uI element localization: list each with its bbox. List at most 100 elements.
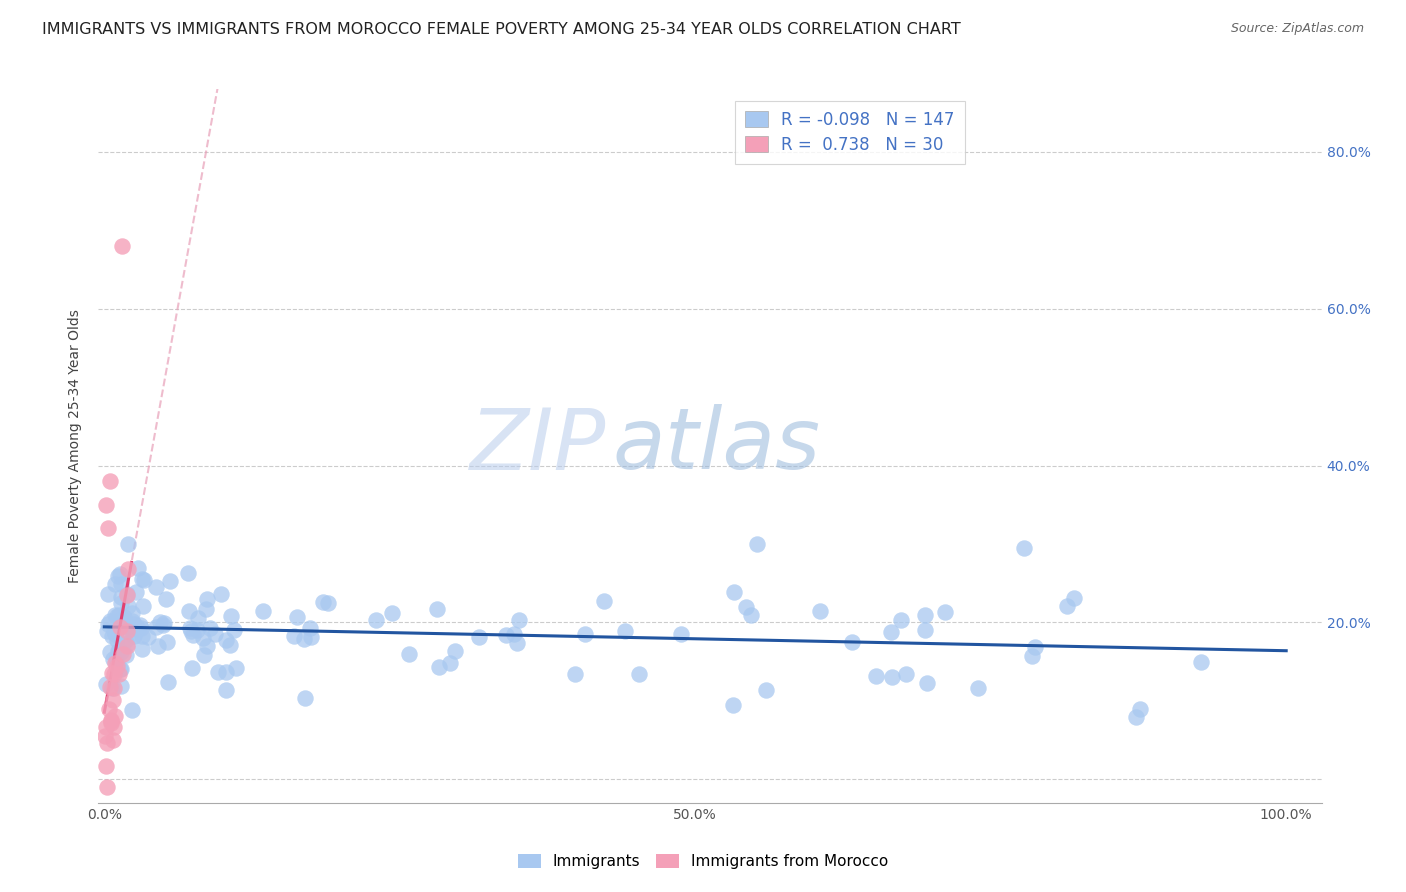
Point [104, 652, 127, 666]
Point [398, 647, 420, 661]
Point [101, 652, 124, 666]
Point [506, 635, 529, 649]
Legend: Immigrants, Immigrants from Morocco: Immigrants, Immigrants from Morocco [512, 848, 894, 875]
Point [613, 624, 636, 638]
Point [112, 609, 135, 624]
Point [104, 657, 127, 671]
Point [145, 580, 167, 594]
Point [747, 537, 769, 551]
Point [97, 616, 120, 631]
Point [381, 606, 404, 620]
Point [131, 572, 153, 586]
Point [145, 619, 167, 633]
Point [191, 632, 214, 646]
Point [152, 616, 174, 631]
Point [94, 720, 117, 734]
Text: IMMIGRANTS VS IMMIGRANTS FROM MOROCCO FEMALE POVERTY AMONG 25-34 YEAR OLDS CORRE: IMMIGRANTS VS IMMIGRANTS FROM MOROCCO FE… [42, 22, 960, 37]
Point [299, 630, 322, 644]
Point [94, 730, 117, 744]
Point [104, 627, 127, 641]
Point [468, 630, 491, 644]
Point [100, 715, 122, 730]
Text: ZIP: ZIP [470, 404, 606, 488]
Point [103, 624, 125, 638]
Point [115, 624, 138, 639]
Point [108, 567, 131, 582]
Point [564, 667, 586, 681]
Point [110, 596, 132, 610]
Point [101, 629, 124, 643]
Point [105, 632, 128, 647]
Y-axis label: Female Poverty Among 25-34 Year Olds: Female Poverty Among 25-34 Year Olds [69, 309, 83, 583]
Point [104, 577, 127, 591]
Point [865, 669, 887, 683]
Point [115, 636, 138, 650]
Point [98, 475, 121, 489]
Point [132, 599, 155, 613]
Point [915, 676, 938, 690]
Point [107, 568, 129, 582]
Point [669, 627, 692, 641]
Point [101, 681, 124, 696]
Point [735, 599, 758, 614]
Point [117, 588, 139, 602]
Point [121, 703, 143, 717]
Point [98, 615, 121, 629]
Point [195, 601, 218, 615]
Point [111, 647, 134, 661]
Point [156, 675, 179, 690]
Point [195, 639, 218, 653]
Point [107, 659, 129, 673]
Point [318, 595, 340, 609]
Point [502, 627, 524, 641]
Point [97, 521, 120, 535]
Point [894, 666, 917, 681]
Point [111, 612, 134, 626]
Point [117, 618, 139, 632]
Point [96, 780, 118, 795]
Point [125, 621, 148, 635]
Point [117, 537, 139, 551]
Point [508, 613, 530, 627]
Point [186, 623, 208, 637]
Point [219, 609, 242, 624]
Point [136, 630, 159, 644]
Point [128, 618, 150, 632]
Point [146, 639, 169, 653]
Point [94, 759, 117, 773]
Point [841, 634, 863, 648]
Point [115, 587, 138, 601]
Point [224, 624, 246, 638]
Point [104, 607, 127, 622]
Point [125, 585, 148, 599]
Point [214, 683, 236, 698]
Point [298, 621, 321, 635]
Point [156, 634, 179, 648]
Point [193, 648, 215, 663]
Point [111, 239, 134, 253]
Point [755, 682, 778, 697]
Point [108, 607, 131, 622]
Point [94, 498, 117, 512]
Point [294, 690, 316, 705]
Point [110, 577, 132, 591]
Point [195, 592, 218, 607]
Point [114, 619, 136, 633]
Point [159, 574, 181, 589]
Point [131, 629, 153, 643]
Point [1063, 591, 1085, 605]
Point [122, 616, 145, 631]
Point [214, 632, 236, 647]
Point [225, 661, 247, 675]
Point [110, 680, 132, 694]
Point [105, 609, 128, 624]
Point [110, 662, 132, 676]
Point [1125, 709, 1147, 723]
Point [721, 698, 744, 712]
Point [592, 594, 614, 608]
Point [132, 573, 155, 587]
Legend: R = -0.098   N = 147, R =  0.738   N = 30: R = -0.098 N = 147, R = 0.738 N = 30 [735, 101, 965, 164]
Point [121, 606, 143, 620]
Point [439, 656, 461, 670]
Point [122, 629, 145, 643]
